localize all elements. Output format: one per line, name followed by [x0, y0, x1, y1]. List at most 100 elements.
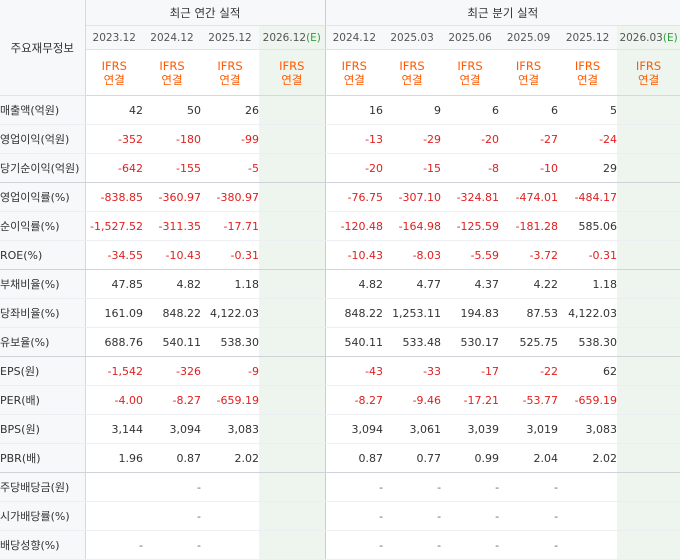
annual-value-cell	[85, 472, 143, 502]
quarterly-value-cell: 3,094	[325, 414, 384, 444]
quarterly-value-cell	[617, 269, 680, 299]
annual-value-cell: -352	[85, 124, 143, 154]
annual-value-cell: 540.11	[143, 327, 201, 357]
quarterly-value-cell: -53.77	[499, 385, 559, 415]
annual-value-cell: 4,122.03	[201, 298, 259, 328]
annual-value-cell: -17.71	[201, 211, 259, 241]
accounting-basis-header: IFRS 연결	[617, 49, 680, 96]
basis-standard: IFRS	[635, 58, 662, 73]
table-row: PBR(배) 1.96 0.87 2.02 0.87 0.77 0.99 2.04 2.02	[0, 443, 680, 473]
table-row: 부채비율(%) 47.85 4.82 1.18 4.82 4.77 4.37 4.22 1.18	[0, 269, 680, 299]
annual-value-cell: 1.18	[201, 269, 259, 299]
quarterly-value-cell: -	[325, 530, 384, 560]
annual-value-cell: -1,527.52	[85, 211, 143, 241]
quarterly-value-cell: 6	[499, 95, 559, 125]
quarterly-value-cell: -8.27	[325, 385, 384, 415]
annual-period-header: 2025.12	[201, 25, 259, 50]
annual-value-cell: -659.19	[201, 385, 259, 415]
quarterly-value-cell: -33	[383, 356, 442, 386]
quarterly-group-header: 최근 분기 실적	[325, 0, 680, 26]
quarterly-value-cell	[617, 385, 680, 415]
quarterly-period-header: 2025.03	[383, 25, 442, 50]
quarterly-value-cell: 5	[558, 95, 618, 125]
quarterly-value-cell: 533.48	[383, 327, 442, 357]
quarterly-value-cell: -	[441, 530, 500, 560]
quarterly-value-cell	[617, 501, 680, 531]
annual-value-cell	[259, 443, 326, 473]
basis-consolidation: 연결	[637, 72, 660, 87]
quarterly-value-cell: -13	[325, 124, 384, 154]
quarterly-period-header: 2025.09	[499, 25, 559, 50]
row-label: 매출액(억원)	[0, 95, 86, 125]
basis-standard: IFRS	[101, 58, 127, 73]
table-row: 순이익률(%) -1,527.52 -311.35 -17.71 -120.48 -164…	[0, 211, 680, 241]
row-label: PER(배)	[0, 385, 86, 415]
quarterly-value-cell: 4.22	[499, 269, 559, 299]
annual-value-cell: -380.97	[201, 182, 259, 212]
row-label: 영업이익률(%)	[0, 182, 86, 212]
quarterly-value-cell: 538.30	[558, 327, 618, 357]
quarterly-value-cell	[617, 298, 680, 328]
basis-consolidation: 연결	[219, 72, 241, 87]
quarterly-value-cell: -	[325, 501, 384, 531]
quarterly-value-cell: 4.37	[441, 269, 500, 299]
quarterly-value-cell: -17	[441, 356, 500, 386]
accounting-basis-header: IFRS 연결	[201, 49, 259, 96]
annual-value-cell: -	[143, 472, 201, 502]
quarterly-value-cell: -	[325, 472, 384, 502]
quarterly-value-cell	[558, 501, 618, 531]
row-label: BPS(원)	[0, 414, 86, 444]
quarterly-value-cell: 62	[558, 356, 618, 386]
quarterly-value-cell: -22	[499, 356, 559, 386]
quarterly-value-cell	[617, 182, 680, 212]
table-row: EPS(원) -1,542 -326 -9 -43 -33 -17 -22 62	[0, 356, 680, 386]
quarterly-value-cell: -27	[499, 124, 559, 154]
quarterly-value-cell: 4.77	[383, 269, 442, 299]
quarterly-value-cell	[617, 443, 680, 473]
annual-value-cell	[259, 211, 326, 241]
annual-value-cell	[259, 472, 326, 502]
table-row: 당기순이익(억원) -642 -155 -5 -20 -15 -8 -10 29	[0, 153, 680, 183]
quarterly-value-cell: 0.77	[383, 443, 442, 473]
annual-value-cell	[259, 95, 326, 125]
annual-value-cell: 42	[85, 95, 143, 125]
quarterly-value-cell	[617, 153, 680, 183]
annual-value-cell: 161.09	[85, 298, 143, 328]
annual-value-cell: 3,144	[85, 414, 143, 444]
annual-value-cell	[259, 501, 326, 531]
quarterly-value-cell	[558, 530, 618, 560]
annual-value-cell: -9	[201, 356, 259, 386]
accounting-basis-header: IFRS 연결	[499, 49, 559, 96]
quarterly-value-cell	[617, 240, 680, 270]
quarterly-value-cell: 16	[325, 95, 384, 125]
basis-standard: IFRS	[159, 58, 185, 73]
quarterly-value-cell: -10.43	[325, 240, 384, 270]
row-label: PBR(배)	[0, 443, 86, 473]
quarterly-value-cell: 848.22	[325, 298, 384, 328]
quarterly-value-cell: 87.53	[499, 298, 559, 328]
quarterly-value-cell: -164.98	[383, 211, 442, 241]
row-label: 영업이익(억원)	[0, 124, 86, 154]
quarterly-value-cell: 2.04	[499, 443, 559, 473]
basis-standard: IFRS	[574, 58, 601, 73]
quarterly-value-cell	[617, 211, 680, 241]
table-row: 영업이익(억원) -352 -180 -99 -13 -29 -20 -27 -24	[0, 124, 680, 154]
quarterly-value-cell: -120.48	[325, 211, 384, 241]
quarterly-value-cell: 0.99	[441, 443, 500, 473]
quarterly-value-cell: -	[499, 501, 559, 531]
annual-value-cell	[259, 182, 326, 212]
table-row: 시가배당률(%) - - - - -	[0, 501, 680, 531]
annual-value-cell: -	[143, 530, 201, 560]
annual-value-cell: -838.85	[85, 182, 143, 212]
annual-value-cell	[259, 356, 326, 386]
quarterly-value-cell: -307.10	[383, 182, 442, 212]
annual-value-cell: -	[85, 530, 143, 560]
quarterly-value-cell	[617, 356, 680, 386]
quarterly-value-cell	[617, 472, 680, 502]
quarterly-value-cell: -76.75	[325, 182, 384, 212]
annual-period-header: 2023.12	[85, 25, 143, 50]
quarterly-value-cell: 194.83	[441, 298, 500, 328]
annual-value-cell	[259, 269, 326, 299]
annual-value-cell: -1,542	[85, 356, 143, 386]
annual-value-cell: -0.31	[201, 240, 259, 270]
